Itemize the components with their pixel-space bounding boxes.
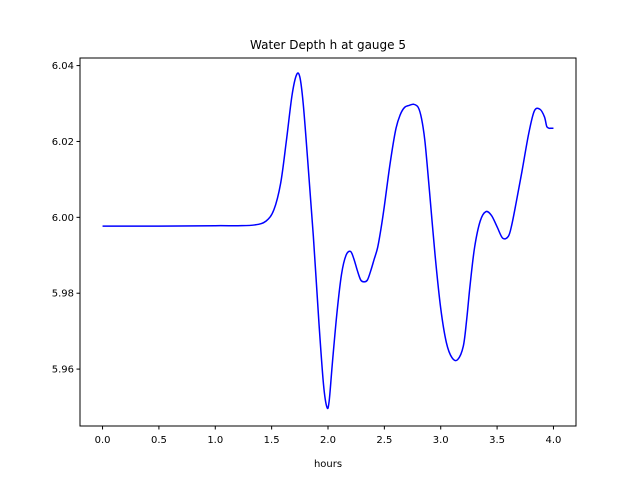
y-axis: 5.96 5.98 6.00 6.02 6.04: [52, 61, 80, 376]
x-tick-label: 1.0: [207, 435, 223, 446]
x-tick-label: 3.5: [489, 435, 505, 446]
series-line-0: [102, 72, 554, 410]
y-tick-label: 5.96: [52, 365, 74, 376]
y-tick-label: 6.04: [52, 61, 74, 72]
x-tick-label: 0.0: [95, 435, 111, 446]
x-tick-label: 3.0: [433, 435, 449, 446]
y-tick-label: 6.02: [52, 137, 74, 148]
plot-area: [102, 72, 554, 410]
y-tick-label: 6.00: [52, 213, 74, 224]
x-tick-label: 1.5: [264, 435, 280, 446]
x-tick-label: 2.0: [320, 435, 336, 446]
y-tick-label: 5.98: [52, 289, 74, 300]
x-axis-label: hours: [314, 459, 342, 470]
x-tick-label: 4.0: [546, 435, 562, 446]
x-tick-label: 0.5: [151, 435, 167, 446]
x-tick-label: 2.5: [376, 435, 392, 446]
chart-title: Water Depth h at gauge 5: [250, 38, 406, 52]
x-axis: 0.0 0.5 1.0 1.5 2.0 2.5 3.0 3.5 4.0: [95, 426, 562, 446]
